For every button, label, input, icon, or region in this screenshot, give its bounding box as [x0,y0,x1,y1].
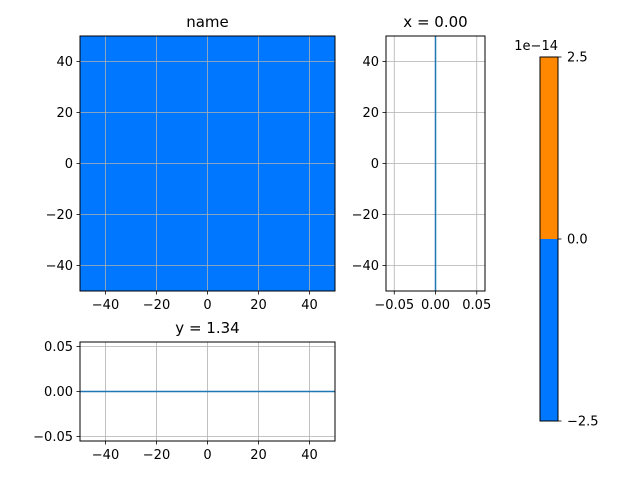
colorbar-tick-label: 2.5 [567,51,588,66]
x-tick-label: −0.05 [374,298,414,313]
y-tick-label: 40 [362,55,379,70]
x-tick-label: −20 [143,298,170,313]
y-tick-label: 0 [371,157,379,172]
chart-title: name [186,13,229,31]
x-tick-label: 20 [250,298,267,313]
y-tick-label: 20 [56,106,73,121]
chart-title: y = 1.34 [175,319,239,337]
colorbar-tick-label: −2.5 [567,415,599,430]
y-tick-label: −0.05 [33,430,73,445]
y-tick-label: 0.05 [44,340,73,355]
subplot-2 [76,341,336,445]
colorbar [539,56,562,422]
y-tick-label: −20 [352,208,379,223]
x-tick-label: 0 [203,298,211,313]
x-tick-label: −40 [92,448,119,463]
colorbar-segment-1 [540,57,558,239]
y-tick-label: 0 [65,157,73,172]
x-tick-label: 0.00 [421,298,450,313]
y-tick-label: −20 [46,208,73,223]
subplot-1 [382,35,486,295]
y-tick-label: −40 [352,259,379,274]
x-tick-label: −40 [92,298,119,313]
x-tick-label: 0 [203,448,211,463]
y-tick-label: 20 [362,106,379,121]
subplot-0 [76,35,336,295]
chart-title: x = 0.00 [403,13,467,31]
colorbar-tick-label: 0.0 [567,233,588,248]
x-tick-label: −20 [143,448,170,463]
x-tick-label: 40 [301,298,318,313]
x-tick-label: 0.05 [462,298,491,313]
x-tick-label: 40 [301,448,318,463]
x-tick-label: 20 [250,448,267,463]
y-tick-label: −40 [46,259,73,274]
colorbar-segment-0 [540,239,558,421]
colorbar-offset-label: 1e−14 [514,39,558,54]
y-tick-label: 40 [56,55,73,70]
y-tick-label: 0.00 [44,385,73,400]
